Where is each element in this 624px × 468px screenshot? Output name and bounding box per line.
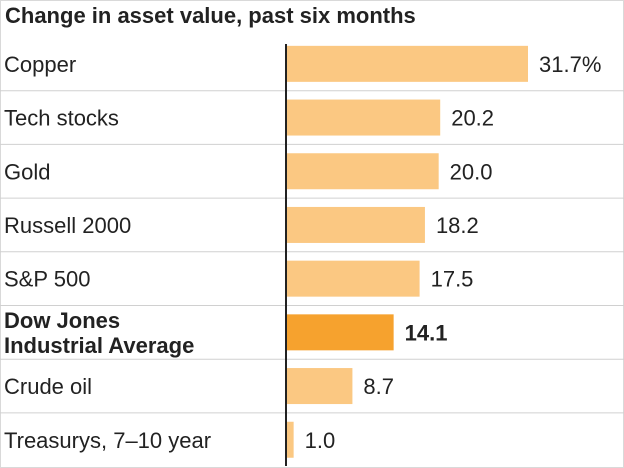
bar	[286, 368, 353, 405]
value-label: 18.2	[436, 213, 479, 238]
category-label: S&P 500	[4, 267, 90, 292]
category-label: Crude oil	[4, 374, 92, 399]
value-label: 20.0	[450, 159, 493, 184]
value-label: 8.7	[363, 374, 394, 399]
bar	[286, 421, 294, 458]
bar	[286, 260, 420, 297]
category-label: Tech stocks	[4, 106, 119, 131]
bar	[286, 153, 439, 190]
category-label: Russell 2000	[4, 213, 131, 238]
value-label: 17.5	[431, 267, 474, 292]
category-label: Dow Jones	[4, 308, 120, 333]
value-label: 1.0	[305, 428, 336, 453]
value-label: 20.2	[451, 106, 494, 131]
category-label: Gold	[4, 159, 50, 184]
bar	[286, 206, 425, 243]
chart-title: Change in asset value, past six months	[5, 3, 416, 28]
value-label: 14.1	[405, 320, 448, 345]
category-label: Industrial Average	[4, 333, 194, 358]
category-label: Treasurys, 7–10 year	[4, 428, 211, 453]
value-label: 31.7%	[539, 52, 601, 77]
bar	[286, 45, 528, 82]
category-label: Copper	[4, 52, 76, 77]
bar	[286, 99, 441, 136]
bar	[286, 314, 394, 351]
